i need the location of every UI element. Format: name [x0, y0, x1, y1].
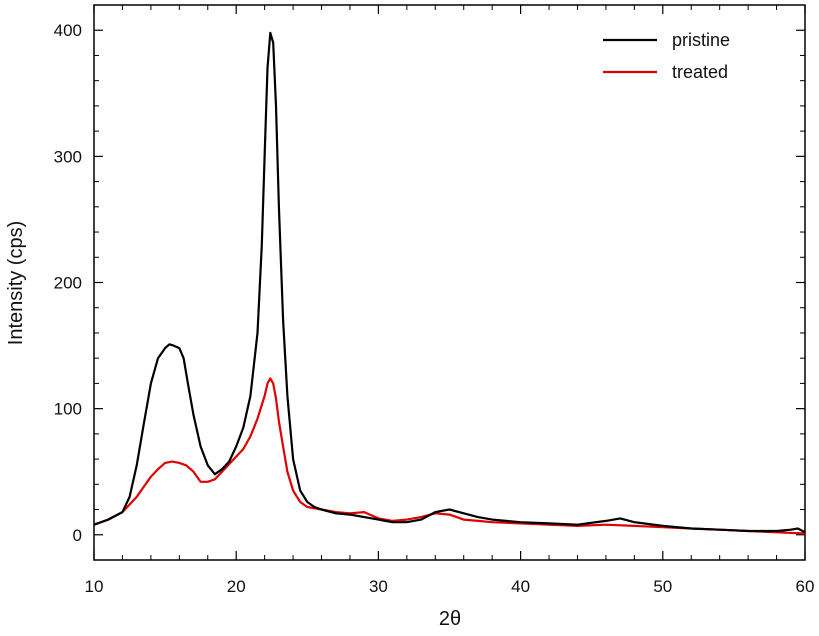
y-tick-label: 0	[73, 526, 82, 545]
x-tick-label: 50	[653, 577, 672, 596]
x-axis-title: 2θ	[439, 608, 461, 630]
legend-label-treated: treated	[672, 62, 728, 82]
y-tick-label: 300	[54, 147, 82, 166]
y-tick-label: 100	[54, 400, 82, 419]
x-tick-label: 60	[796, 577, 815, 596]
y-axis-title: Intensity (cps)	[5, 221, 27, 345]
legend: pristine treated	[603, 30, 730, 82]
axis-ticks	[93, 5, 806, 560]
tick-labels: 10 20 30 40 50 60 0 100 200 300 400	[54, 21, 815, 596]
legend-label-pristine: pristine	[672, 30, 730, 50]
series-line-treated	[93, 377, 806, 535]
y-tick-label: 200	[54, 274, 82, 293]
series-lines	[93, 31, 806, 535]
series-line-pristine	[93, 31, 806, 534]
x-tick-label: 20	[227, 577, 246, 596]
x-tick-label: 40	[511, 577, 530, 596]
plot-frame	[93, 4, 806, 561]
x-tick-label: 10	[85, 577, 104, 596]
y-tick-label: 400	[54, 21, 82, 40]
x-tick-label: 30	[369, 577, 388, 596]
